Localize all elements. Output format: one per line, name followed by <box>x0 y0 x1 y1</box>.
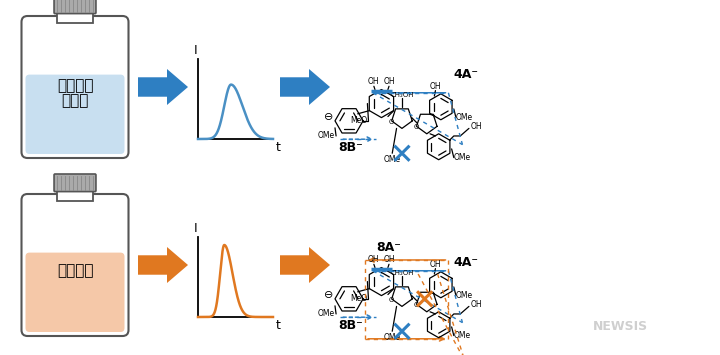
Polygon shape <box>138 69 188 105</box>
Text: I: I <box>194 44 198 57</box>
Text: O: O <box>389 119 394 125</box>
Text: OMe: OMe <box>454 153 471 162</box>
FancyBboxPatch shape <box>22 16 128 158</box>
Text: OH: OH <box>368 77 379 86</box>
Text: OH: OH <box>368 255 379 264</box>
Polygon shape <box>280 69 330 105</box>
FancyBboxPatch shape <box>22 194 128 336</box>
Text: MeO: MeO <box>350 294 367 303</box>
Text: 아세트산: 아세트산 <box>57 78 94 93</box>
Text: MeO: MeO <box>350 116 367 125</box>
Text: 4A⁻: 4A⁻ <box>454 256 479 269</box>
Text: I: I <box>194 222 198 235</box>
Text: OMe: OMe <box>384 333 401 343</box>
Text: 8A⁻: 8A⁻ <box>376 241 401 254</box>
FancyBboxPatch shape <box>57 12 93 23</box>
Text: 4B⁻: 4B⁻ <box>451 354 477 355</box>
Text: t: t <box>276 141 281 154</box>
Text: O: O <box>413 124 419 130</box>
FancyBboxPatch shape <box>25 75 125 154</box>
Text: OH: OH <box>430 260 441 269</box>
FancyBboxPatch shape <box>54 174 96 192</box>
Text: 8B⁻: 8B⁻ <box>338 141 363 154</box>
Polygon shape <box>280 247 330 283</box>
Text: 8B⁻: 8B⁻ <box>338 319 363 332</box>
Text: 아세트산: 아세트산 <box>57 263 94 278</box>
Text: OMe: OMe <box>456 291 473 300</box>
Text: OMe: OMe <box>318 310 335 318</box>
Text: OMe: OMe <box>456 113 473 122</box>
Text: CH₂OH: CH₂OH <box>390 92 414 98</box>
FancyBboxPatch shape <box>57 190 93 201</box>
Text: 4A⁻: 4A⁻ <box>454 68 479 81</box>
Text: OMe: OMe <box>454 331 471 340</box>
Text: ⊖: ⊖ <box>324 290 333 300</box>
Text: O: O <box>389 297 394 303</box>
Text: OH: OH <box>383 77 395 86</box>
Text: O: O <box>413 302 419 308</box>
FancyBboxPatch shape <box>25 253 125 332</box>
Text: OH: OH <box>383 255 395 264</box>
Text: OH: OH <box>471 300 482 309</box>
FancyBboxPatch shape <box>54 0 96 13</box>
Text: CH₂OH: CH₂OH <box>390 270 414 276</box>
Text: OH: OH <box>430 82 441 91</box>
Text: 암모늄: 암모늄 <box>61 93 89 108</box>
Text: t: t <box>276 319 281 332</box>
Text: OMe: OMe <box>384 155 401 164</box>
Text: OH: OH <box>471 122 482 131</box>
Text: NEWSIS: NEWSIS <box>593 321 647 333</box>
Text: ⊖: ⊖ <box>324 111 333 121</box>
Text: OMe: OMe <box>318 131 335 141</box>
Polygon shape <box>138 247 188 283</box>
